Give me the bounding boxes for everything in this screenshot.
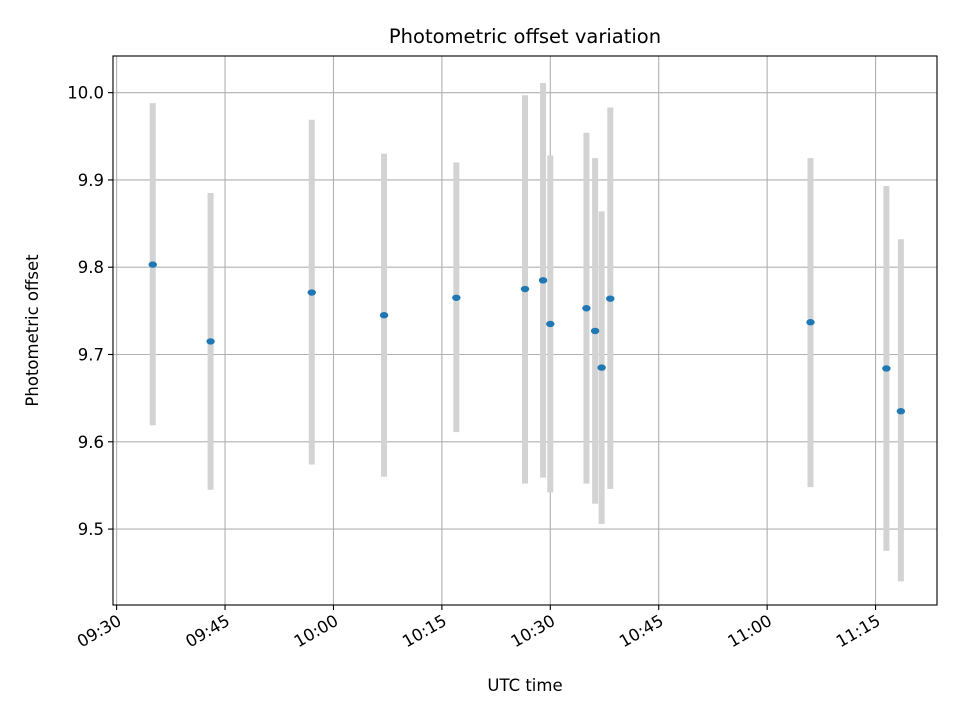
- y-axis-label: Photometric offset: [23, 254, 42, 407]
- data-point: [882, 365, 891, 372]
- data-point: [896, 408, 906, 415]
- data-point: [606, 295, 615, 302]
- data-point: [452, 294, 461, 301]
- plot-frame: [112, 55, 938, 606]
- y-tick-label: 9.5: [78, 520, 104, 539]
- data-point: [148, 261, 157, 268]
- data-point: [546, 320, 555, 328]
- data-point: [520, 285, 530, 293]
- chart-title: Photometric offset variation: [389, 25, 661, 48]
- y-tick-label: 9.6: [78, 433, 104, 452]
- y-axis-ticks: 9.5 9.6 9.7 9.8 9.9 10.0: [67, 84, 113, 539]
- data-point: [538, 277, 548, 284]
- data-point: [582, 305, 591, 312]
- y-tick-label: 9.7: [78, 346, 104, 365]
- y-tick-label: 10.0: [67, 84, 104, 103]
- y-tick-label: 9.8: [78, 258, 104, 277]
- data-point: [590, 327, 600, 335]
- y-tick-label: 9.9: [78, 171, 104, 190]
- data-point: [379, 312, 389, 319]
- data-point: [597, 364, 606, 371]
- data-points: [148, 261, 906, 415]
- data-point: [806, 319, 815, 326]
- data-point: [307, 289, 316, 296]
- data-point: [206, 338, 215, 345]
- x-axis-label: UTC time: [487, 676, 562, 695]
